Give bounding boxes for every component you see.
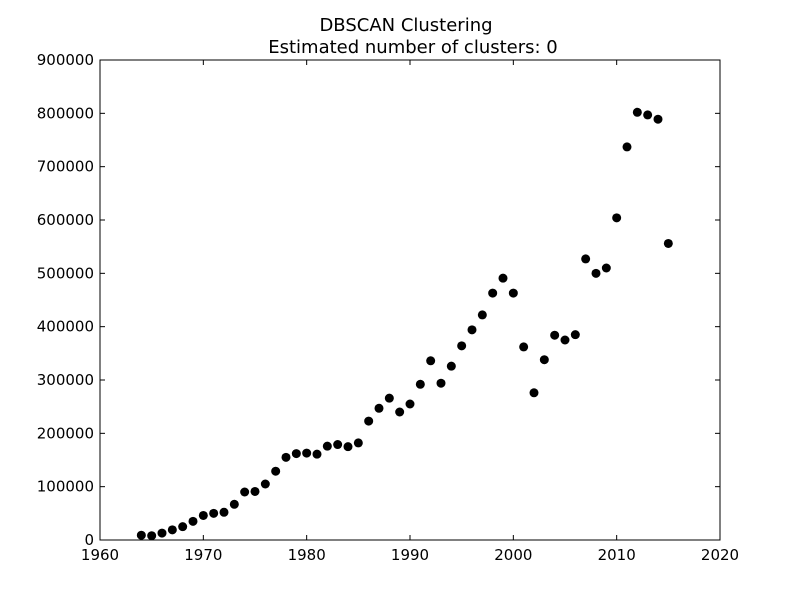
data-point [271,466,281,476]
x-tick-label: 1990 [391,546,429,564]
data-point [488,288,498,298]
x-tick-label: 2000 [494,546,532,564]
data-point [477,310,487,320]
data-point [539,355,549,365]
data-point [364,416,374,426]
data-point [209,508,219,518]
y-tick-label: 900000 [37,51,94,69]
data-point [219,507,229,517]
data-point [260,479,270,489]
data-point [457,341,467,351]
data-point [508,288,518,298]
data-point [281,452,291,462]
x-tick-label: 1980 [288,546,326,564]
chart-subtitle: Estimated number of clusters: 0 [268,37,558,58]
y-tick-label: 600000 [37,211,94,229]
data-point [612,213,622,223]
y-tick-label: 200000 [37,424,94,442]
data-point [136,530,146,540]
data-point [178,522,188,532]
data-point [147,531,157,541]
data-point [353,438,363,448]
y-tick-label: 0 [84,531,94,549]
y-tick-label: 700000 [37,158,94,176]
y-tick-label: 300000 [37,371,94,389]
data-point [188,516,198,526]
axis-ticks [99,59,721,541]
data-point [601,263,611,273]
data-point [240,487,250,497]
data-points [136,107,673,541]
x-tick-label: 1970 [184,546,222,564]
x-tick-label: 2010 [598,546,636,564]
data-point [322,441,332,451]
data-point [467,325,477,335]
data-point [198,510,208,520]
data-point [622,142,632,152]
data-point [250,486,260,496]
plot-area-frame [99,59,721,541]
x-tick-label: 2020 [701,546,739,564]
data-point [167,525,177,535]
data-point [157,528,167,538]
data-point [498,273,508,283]
data-point [643,110,653,120]
data-point [632,107,642,117]
data-point [405,399,415,409]
data-point [229,499,239,509]
data-point [560,335,570,345]
data-point [395,407,405,417]
y-tick-label: 100000 [37,478,94,496]
data-point [653,114,663,124]
data-point [529,388,539,398]
data-point [436,378,446,388]
data-point [570,330,580,340]
data-point [550,330,560,340]
data-point [384,393,394,403]
chart-title: DBSCAN Clustering [319,15,492,36]
y-tick-label: 500000 [37,264,94,282]
data-point [312,449,322,459]
data-point [519,342,529,352]
data-point [446,361,456,371]
data-point [302,448,312,458]
data-point [343,442,353,452]
x-tick-label: 1960 [81,546,119,564]
data-point [374,403,384,413]
data-point [291,449,301,459]
tick-labels: 1960 1970 1980 1990 2000 2010 2020 0 100000 20000… [37,51,739,564]
data-point [663,238,673,248]
data-point [581,254,591,264]
data-point [415,379,425,389]
y-tick-label: 400000 [37,318,94,336]
data-point [591,268,601,278]
data-point [333,440,343,450]
data-point [426,356,436,366]
y-tick-label: 800000 [37,104,94,122]
